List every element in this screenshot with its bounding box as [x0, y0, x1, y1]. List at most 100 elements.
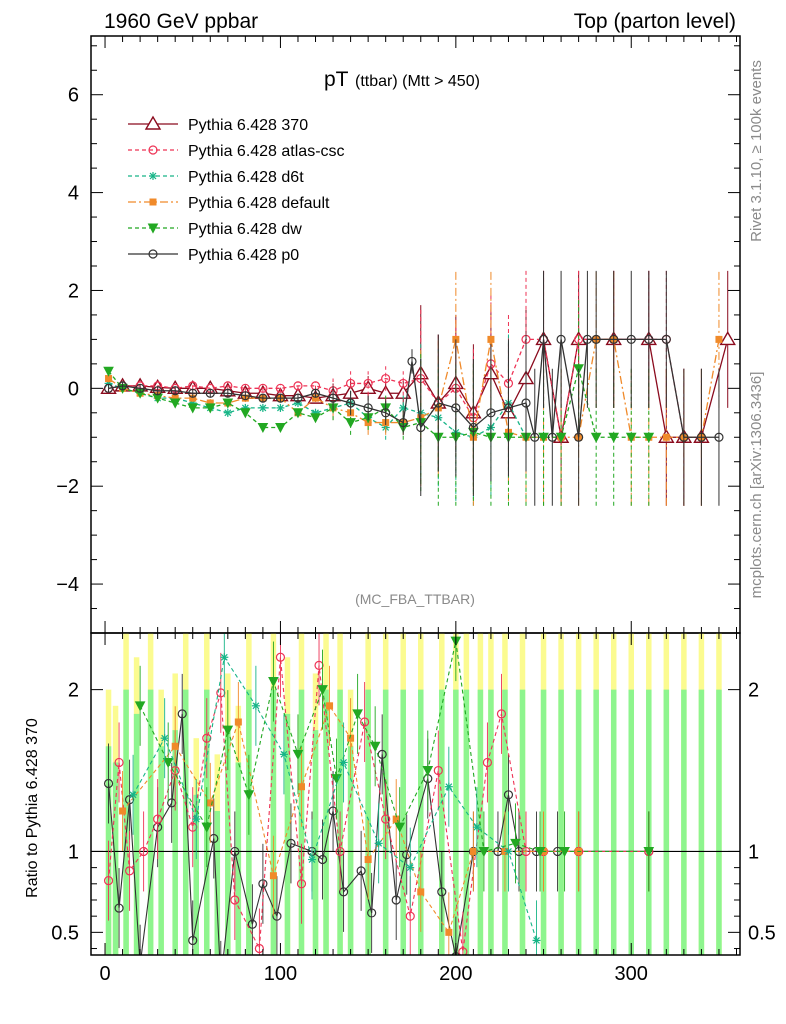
data-point	[574, 432, 584, 442]
ratio-band-green	[323, 689, 329, 955]
series-5	[103, 270, 724, 506]
ratio-line	[107, 657, 649, 952]
data-point	[310, 413, 321, 424]
data-point	[644, 334, 654, 344]
ratio-point	[326, 702, 334, 710]
series-line	[108, 338, 685, 438]
ratio-point	[188, 822, 198, 832]
ratio-point	[503, 790, 514, 800]
ratio-point	[279, 750, 288, 759]
ratio-point	[469, 847, 477, 855]
ratio-panel: 0.5 0.5 1 1 2 2 0 100 200 300 Ratio to Pythia 6.…	[24, 36, 776, 985]
ratio-point	[153, 814, 163, 824]
ratio-y-tick-label: 2	[68, 680, 79, 702]
data-point	[170, 386, 180, 396]
legend-label: Pythia 6.428 p0	[188, 247, 299, 264]
ratio-point	[521, 846, 531, 857]
data-point	[381, 373, 391, 384]
data-point	[346, 378, 356, 389]
ratio-point	[534, 846, 546, 858]
ratio-point	[339, 758, 348, 767]
data-point	[662, 433, 670, 441]
ratio-band-green	[147, 689, 154, 955]
data-point	[381, 408, 391, 418]
data-point	[625, 432, 637, 443]
ratio-y-tick-label: 0.5	[51, 922, 79, 944]
data-point	[661, 334, 671, 344]
x-tick-label: 300	[615, 963, 648, 985]
ratio-point	[124, 795, 135, 805]
data-point	[189, 394, 197, 402]
data-point	[555, 432, 567, 443]
ratio-point	[296, 879, 307, 889]
ratio-plot-frame	[90, 632, 741, 956]
ratio-point	[272, 911, 282, 921]
data-point	[258, 393, 268, 403]
ratio-point	[643, 846, 655, 858]
ratio-point	[114, 757, 124, 768]
data-point	[276, 403, 285, 412]
ratio-band-green	[558, 689, 564, 955]
ratio-point	[308, 855, 317, 864]
legend-marker	[148, 249, 158, 259]
data-point	[679, 432, 689, 442]
ratio-point	[406, 863, 415, 872]
data-point	[275, 393, 286, 403]
data-point	[153, 386, 163, 396]
ratio-y-tick-label-right: 1	[748, 841, 759, 863]
data-point	[223, 388, 233, 398]
data-point	[407, 356, 417, 367]
series-1	[103, 270, 689, 506]
data-point	[205, 388, 215, 398]
ratio-point	[251, 701, 260, 710]
ratio-point	[206, 799, 214, 807]
ratio-point	[243, 790, 255, 801]
data-point	[206, 399, 214, 407]
ratio-point	[367, 908, 377, 918]
data-point	[398, 378, 408, 389]
ratio-point	[192, 815, 201, 824]
ratio-point	[405, 911, 415, 921]
ratio-point	[478, 846, 490, 858]
ratio-point	[188, 935, 198, 946]
data-point	[547, 432, 557, 442]
ratio-point	[217, 977, 225, 985]
ratio-point	[222, 725, 234, 736]
plot-annotation: (MC_FBA_TTBAR)	[355, 591, 475, 607]
ratio-band-green	[225, 730, 231, 955]
ratio-y-tick-label: 1	[68, 841, 79, 863]
ratio-y-ticks: 0.5 0.5 1 1 2 2	[51, 680, 776, 950]
ratio-point	[391, 895, 401, 905]
legend-marker	[149, 198, 157, 206]
data-point	[363, 403, 373, 413]
header-right: Top (parton level)	[574, 10, 736, 33]
ratio-point	[472, 823, 481, 832]
ratio-band-green	[235, 762, 242, 955]
ratio-band-green	[400, 689, 406, 955]
data-point	[487, 335, 495, 343]
ratio-point	[114, 903, 124, 913]
ratio-point	[377, 749, 387, 759]
ratio-point	[171, 742, 179, 750]
main-panel: −4 −2 0 2 4 6 pT (ttbar) (Mtt > 450) (MC_FBA_…	[56, 35, 741, 634]
data-point	[590, 432, 602, 443]
legend-marker	[147, 223, 159, 234]
ratio-band-green	[463, 689, 470, 955]
ratio-point	[230, 895, 240, 905]
data-point	[451, 403, 461, 413]
ratio-point	[504, 847, 513, 856]
ratio-point	[202, 733, 212, 743]
data-point	[293, 381, 303, 391]
data-point	[240, 408, 251, 419]
data-point	[486, 408, 496, 418]
data-point	[117, 381, 128, 391]
mcplots-label: mcplots.cern.ch [arXiv:1306.3436]	[748, 372, 765, 599]
ratio-series-d6t	[129, 633, 541, 955]
ratio-point	[364, 856, 372, 864]
data-point	[240, 391, 250, 401]
ratio-point	[286, 838, 296, 848]
ratio-point	[444, 782, 453, 791]
ratio-point	[458, 947, 468, 955]
data-point	[346, 398, 356, 408]
ratio-point	[335, 846, 345, 857]
